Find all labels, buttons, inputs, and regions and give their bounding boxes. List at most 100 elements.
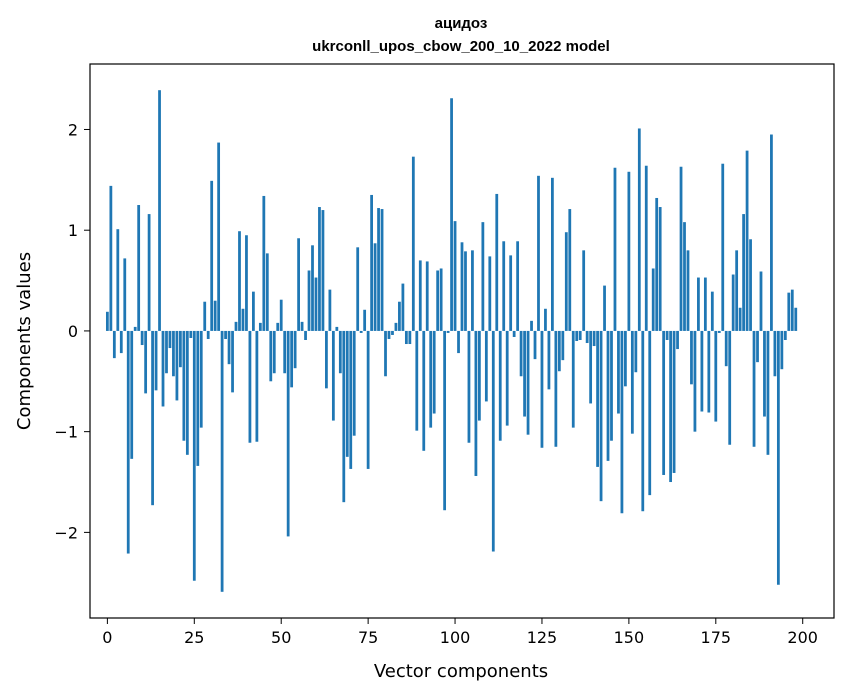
bar-154 — [641, 330, 645, 512]
bar-45 — [262, 195, 266, 331]
bar-87 — [408, 330, 412, 345]
bar-136 — [578, 330, 582, 340]
x-tick-label: 100 — [440, 628, 471, 647]
bar-176 — [717, 330, 721, 333]
bar-13 — [151, 330, 154, 506]
bar-23 — [185, 330, 189, 455]
bar-92 — [425, 261, 429, 331]
bar-0 — [105, 311, 109, 331]
bar-107 — [477, 330, 481, 421]
bar-186 — [752, 330, 756, 447]
bar-76 — [370, 194, 373, 331]
bar-194 — [780, 330, 784, 370]
bar-108 — [481, 222, 485, 331]
bar-145 — [610, 330, 613, 441]
bar-152 — [634, 330, 638, 373]
bar-14 — [154, 330, 158, 391]
bar-111 — [491, 330, 495, 552]
bar-73 — [359, 330, 363, 333]
bar-26 — [196, 330, 200, 466]
bar-146 — [613, 167, 617, 331]
bar-166 — [683, 222, 686, 331]
bar-66 — [335, 326, 339, 331]
bar-98 — [446, 330, 450, 333]
bar-43 — [255, 330, 259, 442]
bar-93 — [429, 330, 433, 428]
bar-185 — [749, 239, 752, 331]
bar-65 — [331, 330, 335, 421]
bar-102 — [460, 242, 464, 331]
bar-46 — [265, 253, 269, 331]
bar-105 — [471, 250, 474, 331]
bar-115 — [505, 330, 509, 426]
bar-195 — [783, 330, 787, 340]
bar-130 — [557, 330, 561, 372]
bar-88 — [411, 156, 415, 331]
bar-35 — [227, 330, 231, 365]
bar-124 — [537, 175, 540, 331]
bar-63 — [325, 330, 328, 389]
bar-173 — [707, 330, 711, 413]
bar-2 — [112, 330, 116, 359]
bar-113 — [498, 330, 502, 441]
bar-141 — [596, 330, 599, 467]
bar-75 — [366, 330, 370, 469]
bar-140 — [592, 330, 596, 347]
bar-30 — [210, 180, 214, 331]
x-tick-label: 75 — [358, 628, 378, 647]
bar-47 — [269, 330, 273, 382]
bar-38 — [238, 231, 241, 331]
bar-series — [105, 90, 798, 592]
bar-118 — [516, 241, 520, 331]
bar-84 — [398, 301, 401, 331]
bar-33 — [220, 330, 224, 592]
bar-106 — [474, 330, 478, 476]
bar-57 — [304, 330, 307, 340]
bar-112 — [495, 193, 499, 331]
bar-144 — [606, 330, 610, 461]
bar-74 — [363, 309, 367, 331]
y-tick-label: 2 — [68, 120, 78, 139]
bar-86 — [404, 330, 408, 345]
bar-12 — [147, 214, 151, 331]
bar-132 — [564, 232, 568, 331]
x-tick-label: 175 — [701, 628, 732, 647]
bar-149 — [624, 330, 627, 387]
bar-117 — [512, 330, 516, 337]
bar-125 — [540, 330, 544, 448]
bar-6 — [126, 330, 130, 554]
bar-78 — [377, 208, 380, 331]
x-tick-label: 125 — [527, 628, 558, 647]
bar-158 — [655, 197, 659, 331]
bar-67 — [338, 330, 342, 374]
y-tick-label: 1 — [68, 221, 78, 240]
bar-178 — [724, 330, 728, 367]
bar-3 — [116, 229, 120, 331]
bar-32 — [217, 142, 221, 331]
bar-196 — [787, 292, 791, 331]
x-tick-label: 25 — [184, 628, 204, 647]
bar-100 — [453, 221, 457, 331]
bar-122 — [530, 320, 533, 331]
bar-116 — [509, 255, 513, 331]
bar-62 — [321, 210, 325, 331]
bar-147 — [617, 330, 620, 414]
bar-119 — [519, 330, 523, 377]
bar-59 — [311, 245, 314, 331]
bar-151 — [630, 330, 634, 434]
y-tick-label: −1 — [54, 423, 78, 442]
bar-1 — [109, 185, 113, 331]
bar-180 — [731, 274, 735, 331]
bar-60 — [314, 277, 318, 331]
y-tick-label: −2 — [54, 523, 78, 542]
bar-150 — [627, 171, 631, 331]
bar-83 — [394, 322, 398, 331]
bar-110 — [488, 256, 492, 331]
bar-44 — [258, 322, 262, 331]
bar-184 — [745, 150, 749, 331]
y-tick-label: 0 — [68, 322, 78, 341]
bar-77 — [373, 243, 377, 331]
bar-198 — [794, 307, 798, 331]
bar-143 — [603, 285, 606, 331]
bar-181 — [735, 250, 739, 331]
